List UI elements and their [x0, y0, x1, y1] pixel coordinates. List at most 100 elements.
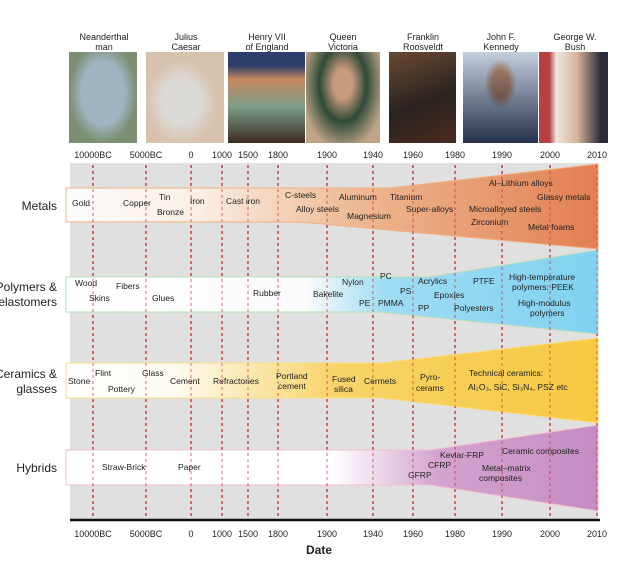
material-label: Magnesium	[347, 211, 391, 221]
material-label: Al₂O₃, SiC, Si₃N₄, PSZ etc	[468, 382, 568, 392]
caption-kennedy: John F. Kennedy	[461, 32, 541, 52]
tick-label: 5000BC	[129, 529, 163, 539]
category-polymers: Polymers & elastomers	[0, 280, 57, 310]
material-label: Iron	[190, 196, 205, 206]
tick-label: 1000	[211, 529, 233, 539]
material-label: Glass	[142, 368, 164, 378]
category-line: glasses	[16, 382, 57, 396]
tick-label: 2010	[586, 150, 608, 160]
caption-neanderthal: Neanderthal man	[64, 32, 144, 52]
tick-label: 1990	[491, 529, 513, 539]
material-label: Pottery	[108, 384, 135, 394]
material-label: Ceramic composites	[502, 446, 579, 456]
material-label: Glassy metals	[537, 192, 591, 202]
material-label: C-steels	[285, 190, 317, 200]
caption-henry: Henry VII of England	[227, 32, 307, 52]
photo-victoria	[306, 52, 380, 143]
photo-bush	[539, 52, 608, 143]
photo-neanderthal	[69, 52, 137, 143]
category-line: Polymers &	[0, 280, 57, 294]
material-label: Polyesters	[454, 303, 494, 313]
caption-line: Franklin	[406, 32, 439, 42]
tick-label: 1990	[491, 150, 513, 160]
material-label: Tin	[159, 192, 171, 202]
material-label: Straw-Brick	[102, 462, 146, 472]
material-label: Pyro-	[420, 372, 441, 382]
material-label: Bakelite	[313, 289, 344, 299]
material-label: Super-alloys	[406, 204, 454, 214]
material-label: PP	[418, 303, 430, 313]
category-line: Ceramics &	[0, 367, 57, 381]
tick-label: 1800	[267, 529, 289, 539]
material-label: PE	[359, 298, 371, 308]
caption-line: George W.	[553, 32, 597, 42]
material-label: Glues	[152, 293, 175, 303]
band-polymers	[65, 249, 599, 335]
material-label: Skins	[89, 293, 110, 303]
material-label: composites	[479, 473, 522, 483]
tick-label: 0	[188, 529, 194, 539]
caption-line: of England	[245, 42, 289, 52]
material-label: silica	[334, 384, 353, 394]
tick-label: 1800	[267, 150, 289, 160]
material-label: Fused	[332, 374, 356, 384]
tick-label: 1940	[362, 529, 384, 539]
tick-label: 1900	[316, 150, 338, 160]
material-label: Gold	[72, 198, 90, 208]
material-label: Acrylics	[418, 276, 448, 286]
material-label: Fibers	[116, 281, 140, 291]
material-label: Cast iron	[226, 196, 261, 206]
tick-label: 10000BC	[74, 529, 112, 539]
material-label: Bronze	[157, 207, 184, 217]
material-label: Metal–matrix	[482, 463, 531, 473]
caption-victoria: Queen Victoria	[303, 32, 383, 52]
tick-label: 1980	[444, 529, 466, 539]
material-label: Wood	[75, 278, 98, 288]
photo-caesar	[146, 52, 224, 143]
category-hybrids: Hybrids	[16, 461, 57, 475]
material-label: polymers	[530, 308, 565, 318]
material-label: GFRP	[408, 470, 432, 480]
material-label: Microalloyed steels	[469, 204, 542, 214]
tick-label: 1960	[402, 529, 424, 539]
material-label: PTFE	[473, 276, 495, 286]
caption-line: Queen	[329, 32, 357, 42]
material-label: Aluminum	[339, 192, 377, 202]
caption-line: Henry VII	[248, 32, 286, 42]
tick-label: 5000BC	[129, 150, 163, 160]
material-label: polymers: PEEK	[512, 282, 574, 292]
material-label: Technical ceramics:	[469, 368, 544, 378]
tick-label: 1500	[237, 529, 259, 539]
material-label: Metal foams	[528, 222, 575, 232]
material-label: Zirconium	[471, 217, 509, 227]
material-label: PMMA	[378, 298, 404, 308]
band-hybrids	[65, 424, 599, 512]
material-label: Copper	[123, 198, 151, 208]
material-label: Flint	[95, 368, 112, 378]
tick-label: 1960	[402, 150, 424, 160]
material-label: High-modulus	[518, 298, 571, 308]
material-label: Nylon	[342, 277, 364, 287]
caption-line: John F.	[486, 32, 516, 42]
caption-caesar: Julius Caesar	[146, 32, 226, 52]
tick-label: 1900	[316, 529, 338, 539]
caption-line: Caesar	[171, 42, 201, 52]
caption-line: Roosveldt	[402, 42, 444, 52]
material-label: PC	[380, 271, 392, 281]
tick-label: 2000	[539, 529, 561, 539]
material-label: Stone	[68, 376, 91, 386]
photo-roosevelt	[389, 52, 456, 143]
material-label: Rubber	[253, 288, 281, 298]
caption-line: Kennedy	[483, 42, 519, 52]
material-label: cerams	[416, 383, 444, 393]
material-label: Paper	[178, 462, 201, 472]
photo-henry	[228, 52, 305, 143]
photo-kennedy	[463, 52, 538, 143]
category-line: elastomers	[0, 295, 57, 309]
tick-label: 1980	[444, 150, 466, 160]
material-label: PS	[400, 286, 412, 296]
gridlines-overlay	[92, 165, 598, 518]
tick-label: 2000	[539, 150, 561, 160]
caption-line: Bush	[564, 42, 586, 52]
caption-roosevelt: Franklin Roosveldt	[383, 32, 463, 52]
